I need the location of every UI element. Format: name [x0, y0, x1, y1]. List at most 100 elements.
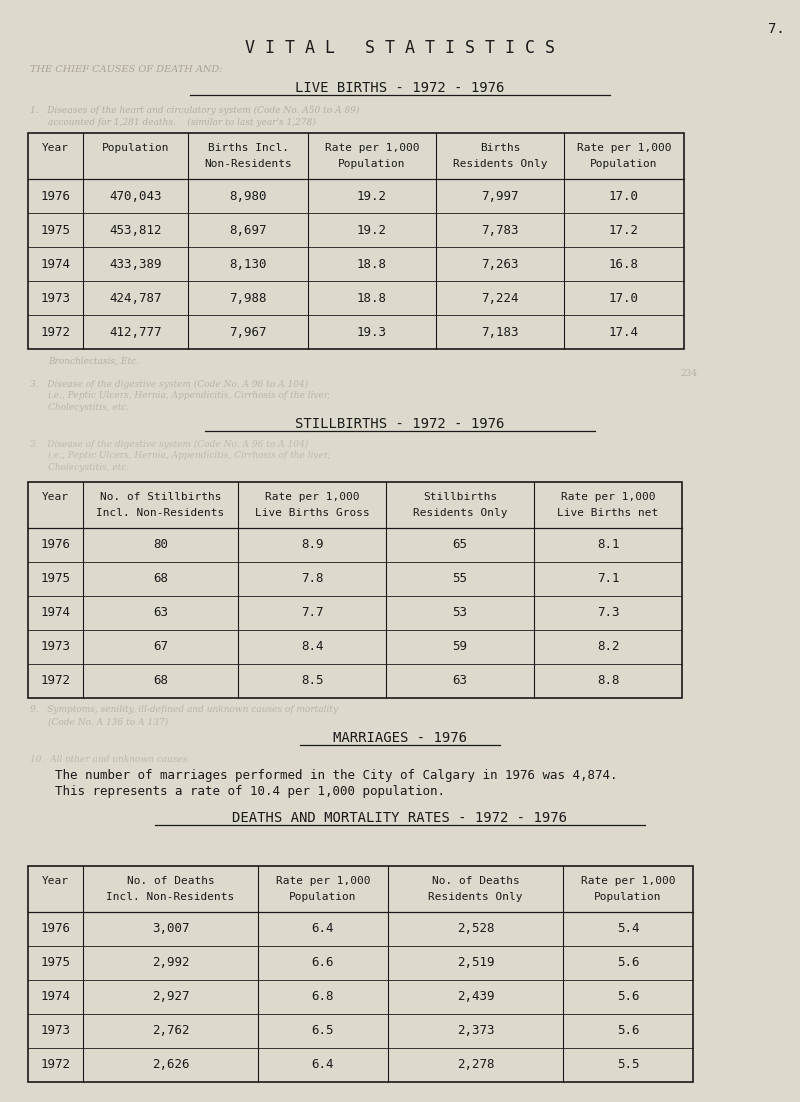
Text: 7.8: 7.8	[301, 573, 323, 585]
Text: 7.: 7.	[768, 22, 785, 36]
Text: Cholecystitis, etc.: Cholecystitis, etc.	[48, 463, 130, 472]
Text: 5.5: 5.5	[617, 1059, 639, 1071]
Text: 80: 80	[153, 539, 168, 551]
Text: 8,697: 8,697	[230, 224, 266, 237]
Text: Population: Population	[338, 159, 406, 169]
Text: (Code No. A 136 to A 137): (Code No. A 136 to A 137)	[48, 717, 168, 726]
Text: 1973: 1973	[41, 1025, 70, 1037]
Text: Live Births net: Live Births net	[558, 508, 658, 518]
Text: 2,927: 2,927	[152, 991, 190, 1004]
Text: 7,263: 7,263	[482, 258, 518, 270]
Text: 8.1: 8.1	[597, 539, 619, 551]
Text: 10.  All other and unknown causes: 10. All other and unknown causes	[30, 756, 187, 765]
Text: 5.6: 5.6	[617, 991, 639, 1004]
Text: Incl. Non-Residents: Incl. Non-Residents	[106, 892, 234, 901]
Text: 1972: 1972	[41, 674, 70, 688]
Text: 63: 63	[153, 606, 168, 619]
Text: STILLBIRTHS - 1972 - 1976: STILLBIRTHS - 1972 - 1976	[295, 417, 505, 431]
Text: Residents Only: Residents Only	[413, 508, 507, 518]
Text: 1976: 1976	[41, 539, 70, 551]
Text: 7,988: 7,988	[230, 292, 266, 304]
Text: 412,777: 412,777	[110, 325, 162, 338]
Text: Year: Year	[42, 493, 69, 503]
Text: 7,997: 7,997	[482, 190, 518, 203]
Text: 7.1: 7.1	[597, 573, 619, 585]
Text: 8,130: 8,130	[230, 258, 266, 270]
Text: Live Births Gross: Live Births Gross	[254, 508, 370, 518]
Text: 65: 65	[453, 539, 467, 551]
Text: 470,043: 470,043	[110, 190, 162, 203]
Text: 53: 53	[453, 606, 467, 619]
Text: 17.0: 17.0	[609, 190, 639, 203]
Text: 68: 68	[153, 674, 168, 688]
Text: Cholecystitis, etc.: Cholecystitis, etc.	[48, 402, 130, 411]
Text: Population: Population	[290, 892, 357, 901]
Text: Births Incl.: Births Incl.	[207, 143, 289, 153]
Text: Rate per 1,000: Rate per 1,000	[325, 143, 419, 153]
Text: 2,528: 2,528	[457, 922, 494, 936]
Text: 1973: 1973	[41, 640, 70, 653]
Text: i.e., Peptic Ulcers, Hernia, Appendicitis, Cirrhosis of the liver,: i.e., Peptic Ulcers, Hernia, Appendiciti…	[48, 452, 330, 461]
Text: 3.   Disease of the digestive system (Code No. A 96 to A 104): 3. Disease of the digestive system (Code…	[30, 379, 308, 389]
Text: 1974: 1974	[41, 991, 70, 1004]
Text: 2,519: 2,519	[457, 957, 494, 970]
Text: 3.   Disease of the digestive system (Code No. A 96 to A 104): 3. Disease of the digestive system (Code…	[30, 440, 308, 449]
Text: 6.6: 6.6	[312, 957, 334, 970]
Text: 8.8: 8.8	[597, 674, 619, 688]
Text: Rate per 1,000: Rate per 1,000	[265, 493, 359, 503]
Text: Bronchiectasis, Etc.: Bronchiectasis, Etc.	[48, 357, 139, 366]
Text: THE CHIEF CAUSES OF DEATH AND:: THE CHIEF CAUSES OF DEATH AND:	[30, 65, 222, 75]
Text: i.e., Peptic Ulcers, Hernia, Appendicitis, Cirrhosis of the liver,: i.e., Peptic Ulcers, Hernia, Appendiciti…	[48, 391, 330, 400]
Text: 19.2: 19.2	[357, 224, 387, 237]
Text: 1.   Diseases of the heart and circulatory system (Code No. A50 to A 89): 1. Diseases of the heart and circulatory…	[30, 106, 359, 115]
Text: 9.   Symptoms, senility, ill-defined and unknown causes of mortality: 9. Symptoms, senility, ill-defined and u…	[30, 705, 338, 714]
Text: LIVE BIRTHS - 1972 - 1976: LIVE BIRTHS - 1972 - 1976	[295, 82, 505, 95]
Text: 8.5: 8.5	[301, 674, 323, 688]
Text: 453,812: 453,812	[110, 224, 162, 237]
Text: MARRIAGES - 1976: MARRIAGES - 1976	[333, 731, 467, 745]
Text: 2,762: 2,762	[152, 1025, 190, 1037]
Text: 19.2: 19.2	[357, 190, 387, 203]
Text: 3,007: 3,007	[152, 922, 190, 936]
Text: 67: 67	[153, 640, 168, 653]
Text: 8.9: 8.9	[301, 539, 323, 551]
Text: 1976: 1976	[41, 190, 70, 203]
Text: Rate per 1,000: Rate per 1,000	[577, 143, 671, 153]
Text: 6.4: 6.4	[312, 922, 334, 936]
Text: 1972: 1972	[41, 325, 70, 338]
Bar	[28, 482, 682, 698]
Text: 2,992: 2,992	[152, 957, 190, 970]
Text: 1975: 1975	[41, 224, 70, 237]
Text: 59: 59	[453, 640, 467, 653]
Text: Rate per 1,000: Rate per 1,000	[581, 876, 675, 886]
Text: 6.4: 6.4	[312, 1059, 334, 1071]
Text: Stillbirths: Stillbirths	[423, 493, 497, 503]
Text: Births: Births	[480, 143, 520, 153]
Text: 2,439: 2,439	[457, 991, 494, 1004]
Text: 1974: 1974	[41, 258, 70, 270]
Text: 68: 68	[153, 573, 168, 585]
Text: accounted for 1,281 deaths.    (similar to last year's 1,278): accounted for 1,281 deaths. (similar to …	[48, 118, 316, 127]
Text: Non-Residents: Non-Residents	[204, 159, 292, 169]
Text: Rate per 1,000: Rate per 1,000	[276, 876, 370, 886]
Text: 1975: 1975	[41, 573, 70, 585]
Text: V I T A L   S T A T I S T I C S: V I T A L S T A T I S T I C S	[245, 39, 555, 57]
Text: 7,783: 7,783	[482, 224, 518, 237]
Text: 5.4: 5.4	[617, 922, 639, 936]
Text: 2,626: 2,626	[152, 1059, 190, 1071]
Text: 17.0: 17.0	[609, 292, 639, 304]
Text: No. of Deaths: No. of Deaths	[126, 876, 214, 886]
Text: 5.6: 5.6	[617, 957, 639, 970]
Text: 6.5: 6.5	[312, 1025, 334, 1037]
Text: 1974: 1974	[41, 606, 70, 619]
Text: Year: Year	[42, 143, 69, 153]
Text: 7,224: 7,224	[482, 292, 518, 304]
Text: 17.2: 17.2	[609, 224, 639, 237]
Text: 7,967: 7,967	[230, 325, 266, 338]
Text: No. of Deaths: No. of Deaths	[432, 876, 519, 886]
Text: The number of marriages performed in the City of Calgary in 1976 was 4,874.: The number of marriages performed in the…	[55, 769, 618, 782]
Text: 6.8: 6.8	[312, 991, 334, 1004]
Text: 18.8: 18.8	[357, 258, 387, 270]
Text: DEATHS AND MORTALITY RATES - 1972 - 1976: DEATHS AND MORTALITY RATES - 1972 - 1976	[233, 811, 567, 825]
Text: Population: Population	[102, 143, 170, 153]
